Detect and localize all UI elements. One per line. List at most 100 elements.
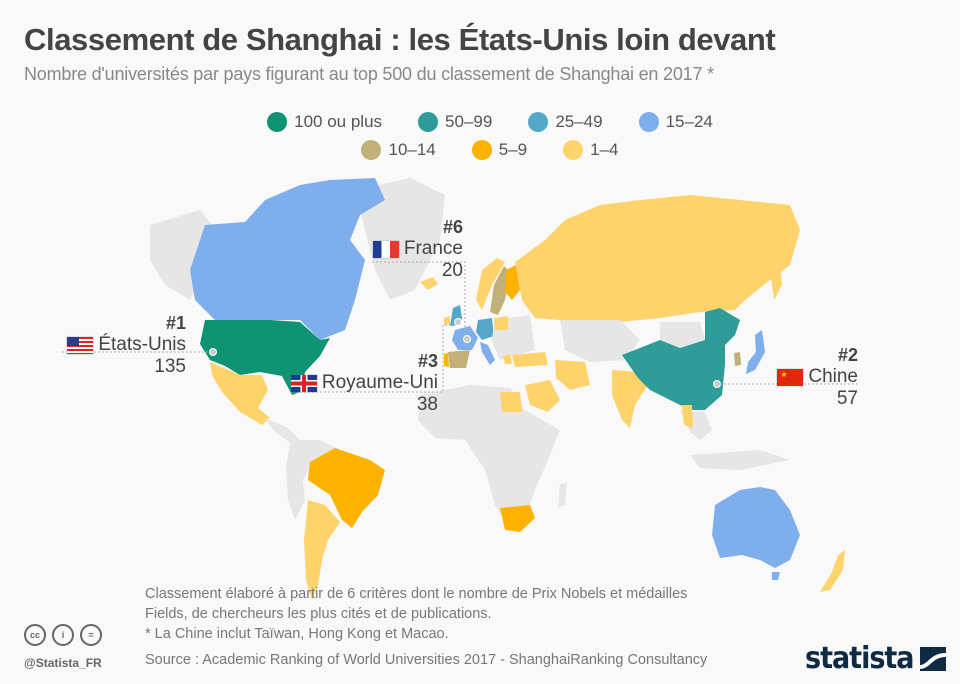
region-africa — [418, 385, 560, 520]
region-russia — [515, 195, 800, 322]
legend-swatch — [418, 112, 439, 132]
legend-swatch — [528, 112, 549, 132]
legend-label: 10–14 — [388, 140, 436, 159]
chart-subtitle: Nombre d'universités par pays figurant a… — [24, 64, 714, 84]
legend-item-25-49: 25–49 — [528, 112, 603, 132]
region-poland — [494, 316, 508, 330]
nd-icon: = — [80, 624, 102, 646]
rank-label: #6 — [442, 217, 463, 237]
rank-label: #1 — [165, 313, 186, 333]
region-greenland — [355, 178, 445, 300]
region-sweden — [490, 266, 510, 315]
legend-row-2: 10–14 5–9 1–4 — [10, 140, 960, 160]
region-indonesia — [690, 450, 790, 470]
region-brazil — [308, 448, 385, 528]
region-germany — [476, 318, 494, 340]
china-flag-icon: ★ — [777, 368, 804, 386]
footnote-line: Fields, de chercheurs les plus cités et … — [145, 606, 492, 622]
legend-item-10-14: 10–14 — [361, 140, 436, 160]
callout-uk: #3 Royaume-Uni 38 — [290, 351, 438, 416]
region-south-korea — [734, 352, 741, 366]
region-kamchatka — [770, 260, 782, 300]
legend-swatch — [361, 140, 382, 160]
rank-label: #3 — [417, 351, 438, 371]
country-name: États-Unis — [98, 334, 186, 355]
value-label: 20 — [441, 260, 463, 281]
country-name: France — [403, 238, 463, 259]
rank-label: #2 — [837, 345, 858, 365]
region-tasmania — [772, 572, 780, 580]
region-iran — [555, 360, 590, 390]
statista-mark-icon — [919, 646, 946, 671]
region-madagascar — [558, 482, 567, 508]
us-flag-icon — [67, 336, 94, 354]
value-label: 57 — [836, 388, 858, 409]
region-india — [612, 370, 648, 428]
region-japan — [746, 330, 765, 374]
legend-item-100-plus: 100 ou plus — [267, 112, 382, 132]
license-icons[interactable]: cc i = — [24, 624, 102, 646]
region-australia — [712, 487, 800, 568]
legend-swatch — [267, 112, 288, 132]
region-finland — [505, 265, 520, 300]
country-label: France — [372, 238, 463, 260]
country-label: Royaume-Uni — [290, 372, 438, 394]
legend-item-5-9: 5–9 — [471, 140, 527, 160]
region-south-america-other — [286, 440, 345, 520]
region-portugal — [444, 353, 449, 367]
footnote-line: * La Chine inclut Taïwan, Hong Kong et M… — [145, 626, 449, 642]
footnote-line: Classement élaboré à partir de 6 critère… — [145, 586, 688, 602]
legend-label: 100 ou plus — [294, 112, 383, 131]
marker-france — [463, 335, 471, 343]
value-label: 38 — [416, 394, 438, 415]
region-ireland — [444, 316, 450, 325]
uk-flag-icon — [290, 374, 317, 392]
legend-item-1-4: 1–4 — [563, 140, 619, 160]
region-saudi — [525, 380, 560, 412]
legend-label: 1–4 — [590, 140, 619, 159]
legend-swatch — [471, 140, 492, 160]
region-south-africa — [500, 505, 535, 532]
callout-france: #6 France 20 — [372, 217, 463, 282]
country-label: ★ Chine — [777, 366, 858, 388]
region-iceland — [420, 277, 438, 290]
region-new-zealand — [820, 550, 845, 592]
region-turkey — [512, 352, 548, 367]
region-thailand — [682, 405, 693, 428]
region-mexico — [210, 362, 270, 425]
logo-text: statista — [805, 641, 915, 676]
country-name: Chine — [808, 366, 858, 387]
france-flag-icon — [372, 240, 399, 258]
legend-label: 15–24 — [665, 112, 713, 131]
legend-label: 50–99 — [445, 112, 493, 131]
legend-label: 25–49 — [555, 112, 603, 131]
country-label: États-Unis — [67, 334, 186, 356]
country-name: Royaume-Uni — [321, 372, 438, 393]
marker-uk — [454, 318, 462, 326]
region-central-asia — [560, 320, 640, 362]
statista-logo[interactable]: statista — [805, 641, 946, 676]
legend-row-1: 100 ou plus 50–99 25–49 15–24 — [10, 112, 960, 132]
footnote: Classement élaboré à partir de 6 critère… — [145, 584, 687, 644]
marker-china — [713, 380, 721, 388]
value-label: 135 — [154, 356, 186, 377]
region-greece — [503, 354, 512, 364]
region-central-america — [265, 418, 300, 444]
legend-swatch — [638, 112, 659, 132]
region-mongolia — [660, 322, 705, 348]
social-handle[interactable]: @Statista_FR — [24, 656, 102, 670]
region-argentina — [304, 500, 340, 600]
callout-usa: #1 États-Unis 135 — [67, 313, 186, 378]
marker-usa — [209, 348, 217, 356]
legend-item-15-24: 15–24 — [638, 112, 713, 132]
region-canada — [190, 178, 385, 340]
cc-icon: cc — [24, 624, 46, 646]
region-norway — [476, 258, 505, 310]
chart-title: Classement de Shanghai : les États-Unis … — [24, 22, 776, 57]
callout-china: #2 ★ Chine 57 — [777, 345, 858, 410]
region-spain — [448, 350, 470, 368]
legend-swatch — [563, 140, 584, 160]
region-egypt — [500, 392, 522, 412]
region-italy — [480, 342, 495, 365]
